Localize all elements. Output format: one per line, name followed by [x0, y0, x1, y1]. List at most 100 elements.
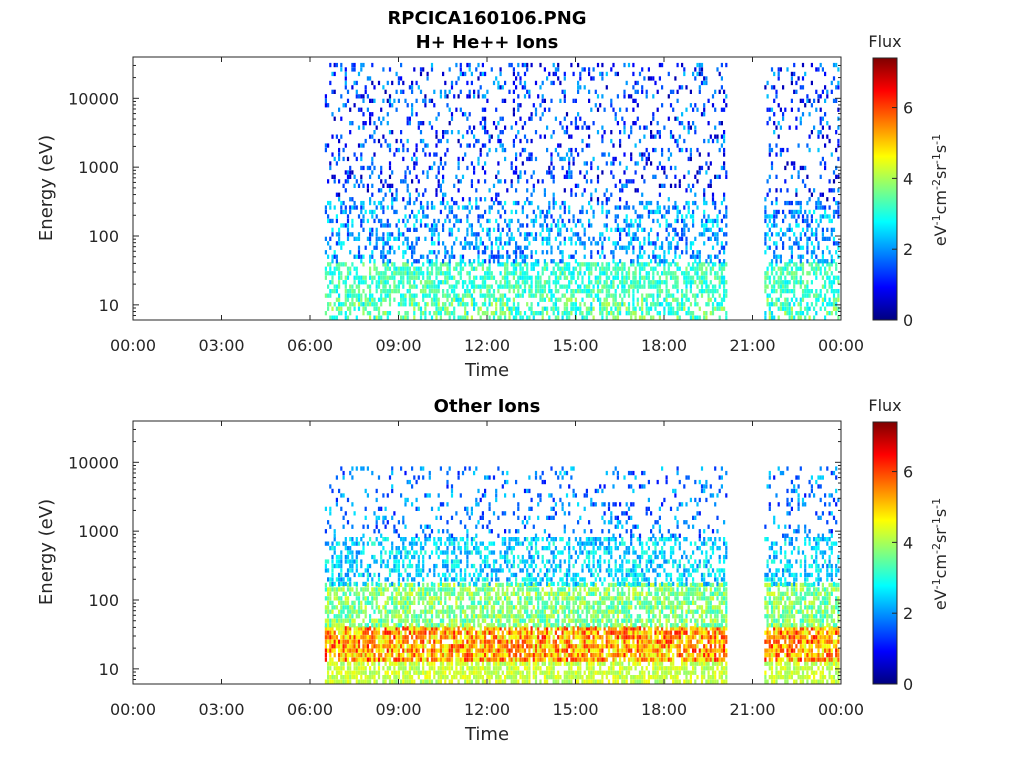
- heatmap-cell: [491, 276, 493, 280]
- heatmap-cell: [473, 94, 475, 98]
- heatmap-cell: [347, 228, 349, 232]
- heatmap-cell: [347, 271, 349, 275]
- heatmap-cell: [612, 276, 614, 280]
- heatmap-cell: [469, 223, 471, 227]
- heatmap-cell: [402, 267, 404, 271]
- heatmap-cell: [460, 302, 462, 306]
- heatmap-cell: [489, 188, 491, 192]
- heatmap-cell: [764, 232, 766, 236]
- heatmap-cell: [347, 610, 349, 614]
- heatmap-cell: [648, 280, 650, 284]
- heatmap-cell: [435, 267, 437, 271]
- heatmap-cell: [376, 559, 378, 563]
- heatmap-cell: [345, 262, 347, 266]
- heatmap-cell: [354, 103, 356, 107]
- heatmap-cell: [400, 139, 402, 143]
- heatmap-cell: [666, 219, 668, 223]
- heatmap-cell: [685, 201, 687, 205]
- heatmap-cell: [566, 175, 568, 179]
- heatmap-cell: [402, 619, 404, 623]
- heatmap-cell: [769, 302, 771, 306]
- heatmap-cell: [424, 214, 426, 218]
- heatmap-cell: [380, 276, 382, 280]
- heatmap-cell: [371, 157, 373, 161]
- heatmap-cell: [385, 294, 387, 298]
- heatmap-cell: [533, 237, 535, 241]
- heatmap-cell: [837, 188, 839, 192]
- heatmap-cell: [621, 184, 623, 188]
- heatmap-cell: [369, 635, 371, 639]
- heatmap-cell: [681, 112, 683, 116]
- heatmap-cell: [393, 262, 395, 266]
- heatmap-cell: [643, 298, 645, 302]
- heatmap-cell: [400, 298, 402, 302]
- heatmap-cell: [708, 99, 710, 103]
- heatmap-cell: [376, 644, 378, 648]
- heatmap-cell: [822, 205, 824, 209]
- heatmap-cell: [442, 179, 444, 183]
- heatmap-cell: [325, 143, 327, 147]
- heatmap-cell: [473, 232, 475, 236]
- heatmap-cell: [462, 302, 464, 306]
- heatmap-cell: [511, 126, 513, 130]
- heatmap-cell: [393, 666, 395, 670]
- heatmap-cell: [601, 289, 603, 293]
- heatmap-cell: [402, 605, 404, 609]
- heatmap-cell: [382, 184, 384, 188]
- heatmap-cell: [413, 228, 415, 232]
- heatmap-cell: [440, 280, 442, 284]
- heatmap-cell: [782, 232, 784, 236]
- heatmap-cell: [546, 262, 548, 266]
- heatmap-cell: [813, 307, 815, 311]
- heatmap-cell: [435, 130, 437, 134]
- heatmap-cell: [643, 179, 645, 183]
- heatmap-cell: [705, 271, 707, 275]
- heatmap-cell: [672, 108, 674, 112]
- heatmap-cell: [681, 289, 683, 293]
- heatmap-cell: [657, 311, 659, 315]
- heatmap-cell: [513, 170, 515, 174]
- heatmap-cell: [628, 246, 630, 250]
- heatmap-cell: [334, 285, 336, 289]
- heatmap-cell: [455, 267, 457, 271]
- heatmap-cell: [422, 294, 424, 298]
- heatmap-cell: [464, 316, 466, 320]
- heatmap-cell: [577, 85, 579, 89]
- heatmap-cell: [506, 307, 508, 311]
- heatmap-cell: [654, 259, 656, 263]
- heatmap-cell: [451, 232, 453, 236]
- heatmap-cell: [502, 143, 504, 147]
- heatmap-cell: [391, 271, 393, 275]
- heatmap-cell: [369, 671, 371, 675]
- heatmap-cell: [464, 237, 466, 241]
- heatmap-cell: [471, 285, 473, 289]
- heatmap-cell: [811, 241, 813, 245]
- heatmap-cell: [786, 298, 788, 302]
- heatmap-cell: [778, 210, 780, 214]
- heatmap-cell: [334, 649, 336, 653]
- heatmap-cell: [398, 666, 400, 670]
- heatmap-cell: [385, 644, 387, 648]
- heatmap-cell: [652, 276, 654, 280]
- heatmap-cell: [431, 223, 433, 227]
- heatmap-cell: [334, 205, 336, 209]
- heatmap-cell: [354, 573, 356, 577]
- heatmap-cell: [347, 179, 349, 183]
- heatmap-cell: [473, 289, 475, 293]
- heatmap-cell: [632, 285, 634, 289]
- heatmap-cell: [376, 307, 378, 311]
- heatmap-cell: [409, 302, 411, 306]
- heatmap-cell: [371, 184, 373, 188]
- heatmap-cell: [356, 640, 358, 644]
- heatmap-cell: [380, 610, 382, 614]
- heatmap-cell: [539, 298, 541, 302]
- heatmap-cell: [427, 223, 429, 227]
- heatmap-cell: [725, 280, 727, 284]
- heatmap-cell: [517, 280, 519, 284]
- heatmap-cell: [562, 223, 564, 227]
- heatmap-cell: [575, 259, 577, 263]
- heatmap-cell: [604, 302, 606, 306]
- heatmap-cell: [632, 237, 634, 241]
- heatmap-cell: [340, 671, 342, 675]
- heatmap-cell: [340, 605, 342, 609]
